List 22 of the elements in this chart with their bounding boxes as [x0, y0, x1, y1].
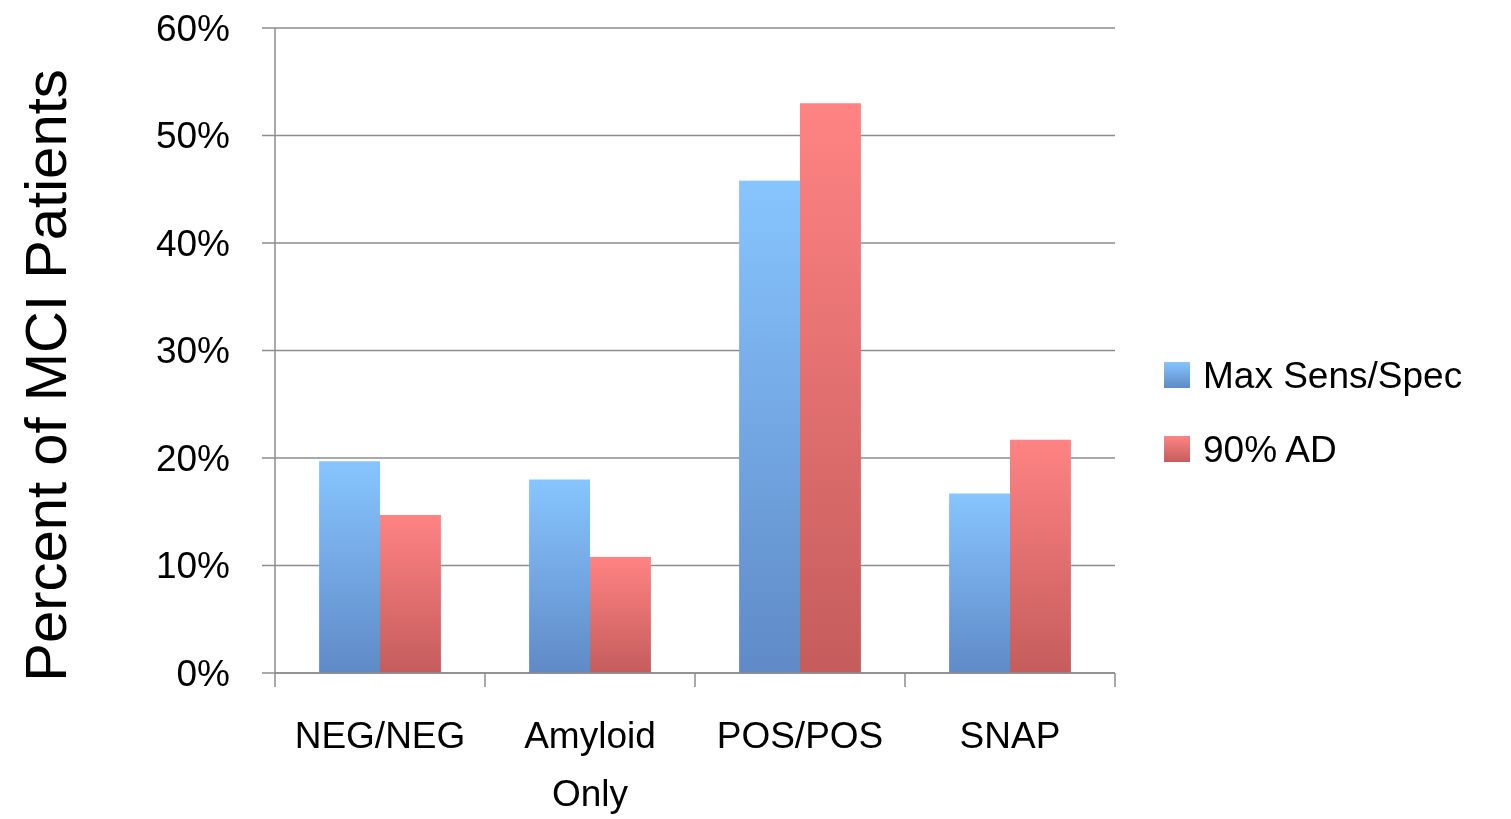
- x-tick-label: NEG/NEG: [294, 715, 466, 756]
- bar: [590, 556, 651, 673]
- bar: [529, 479, 590, 673]
- bar: [800, 103, 861, 673]
- bar: [380, 514, 441, 673]
- bar: [739, 180, 800, 673]
- y-tick-label: 50%: [155, 115, 230, 157]
- legend-label: 90% AD: [1203, 428, 1337, 470]
- x-tick-label: Amyloid Only: [524, 715, 656, 814]
- x-tick-label: POS/POS: [716, 715, 884, 756]
- y-tick-label: 0%: [176, 652, 230, 694]
- x-tick-label: SNAP: [959, 715, 1061, 756]
- bar: [1010, 439, 1071, 673]
- y-axis-title: Percent of MCI Patients: [13, 69, 78, 682]
- y-tick-label: 10%: [155, 545, 230, 587]
- bar: [319, 461, 380, 673]
- y-tick-label: 30%: [155, 330, 230, 372]
- y-tick-label: 20%: [155, 437, 230, 479]
- y-tick-label: 40%: [155, 222, 230, 264]
- legend-label: Max Sens/Spec: [1203, 354, 1463, 396]
- y-tick-label: 60%: [155, 7, 230, 49]
- bar: [949, 493, 1010, 673]
